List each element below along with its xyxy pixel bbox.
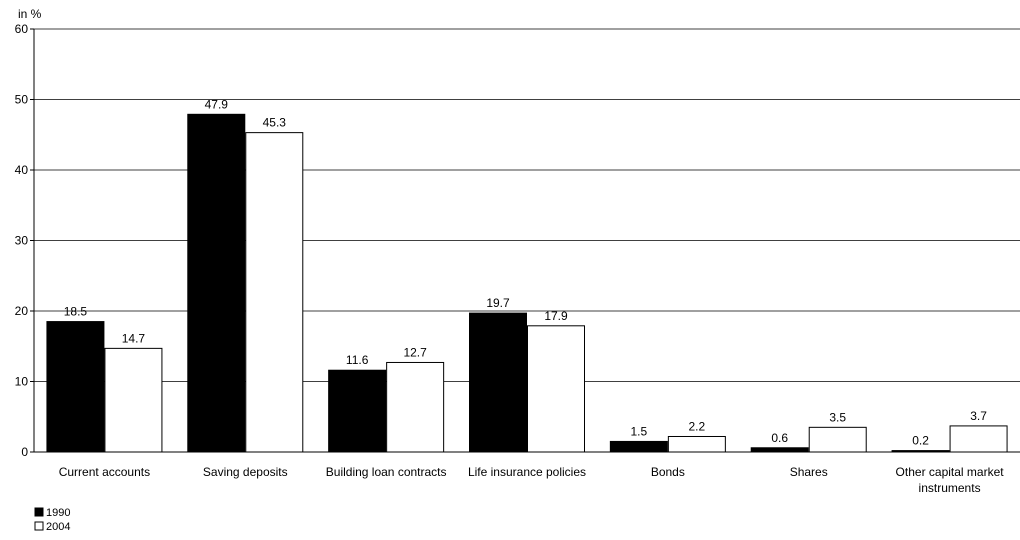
bar-2004-2 [386,361,445,453]
category-label: Shares [790,465,828,479]
legend: 1990 2004 [34,507,70,533]
bar-2004-5 [808,426,867,453]
category-label: Other capital market [896,465,1005,479]
bar-1990-4 [609,440,668,453]
category-label: Life insurance policies [468,465,586,479]
y-tick-label: 30 [15,234,29,248]
data-label-1990-6: 0.2 [912,434,929,448]
category-label: Bonds [651,465,685,479]
y-tick-label: 40 [15,163,29,177]
y-tick-label: 60 [15,22,29,36]
category-label: instruments [919,481,981,495]
data-label-1990-3: 19.7 [486,296,510,310]
bar-1990-5 [750,447,809,453]
data-label-1990-2: 11.6 [346,353,369,367]
category-label: Saving deposits [203,465,288,479]
category-label: Current accounts [59,465,150,479]
bar-2004-4 [667,435,726,453]
y-tick-label: 10 [15,375,29,389]
data-label-1990-4: 1.5 [631,424,648,438]
legend-label-1990: 1990 [46,507,70,519]
data-label-2004-6: 3.7 [970,409,987,423]
bar-1990-2 [328,369,387,453]
y-tick-label: 50 [15,93,29,107]
data-label-2004-4: 2.2 [689,419,706,433]
data-label-2004-2: 12.7 [403,345,427,359]
legend-label-2004: 2004 [46,521,70,533]
legend-swatch-2004 [34,521,44,531]
bar-1990-1 [187,113,246,453]
bar-2004-6 [949,425,1008,453]
data-label-2004-3: 17.9 [544,309,568,323]
data-labels: 18.5 14.7 47.9 45.3 11.6 12.7 19.7 17.9 1.5 2.2 0.… [64,97,987,447]
data-label-2004-0: 14.7 [122,331,146,345]
data-label-2004-1: 45.3 [263,116,287,130]
bar-2004-3 [527,325,585,453]
data-label-1990-5: 0.6 [771,431,788,445]
y-axis-unit-label: in % [18,7,42,21]
category-labels: Current accounts Saving deposits Building … [59,465,1005,495]
y-tick-label: 20 [15,304,29,318]
data-label-2004-5: 3.5 [829,410,846,424]
category-label: Building loan contracts [326,465,447,479]
bar-2004-0 [104,347,163,453]
y-axis-ticks: 0 10 20 30 40 50 60 [15,22,34,459]
legend-swatch-1990 [34,507,44,517]
y-tick-label: 0 [21,445,28,459]
bar-1990-0 [46,321,105,453]
data-label-1990-0: 18.5 [64,305,88,319]
bar-1990-3 [469,312,527,453]
axes [33,29,1020,453]
bar-2004-1 [245,132,304,453]
data-label-1990-1: 47.9 [205,97,229,111]
bars [46,113,1008,453]
